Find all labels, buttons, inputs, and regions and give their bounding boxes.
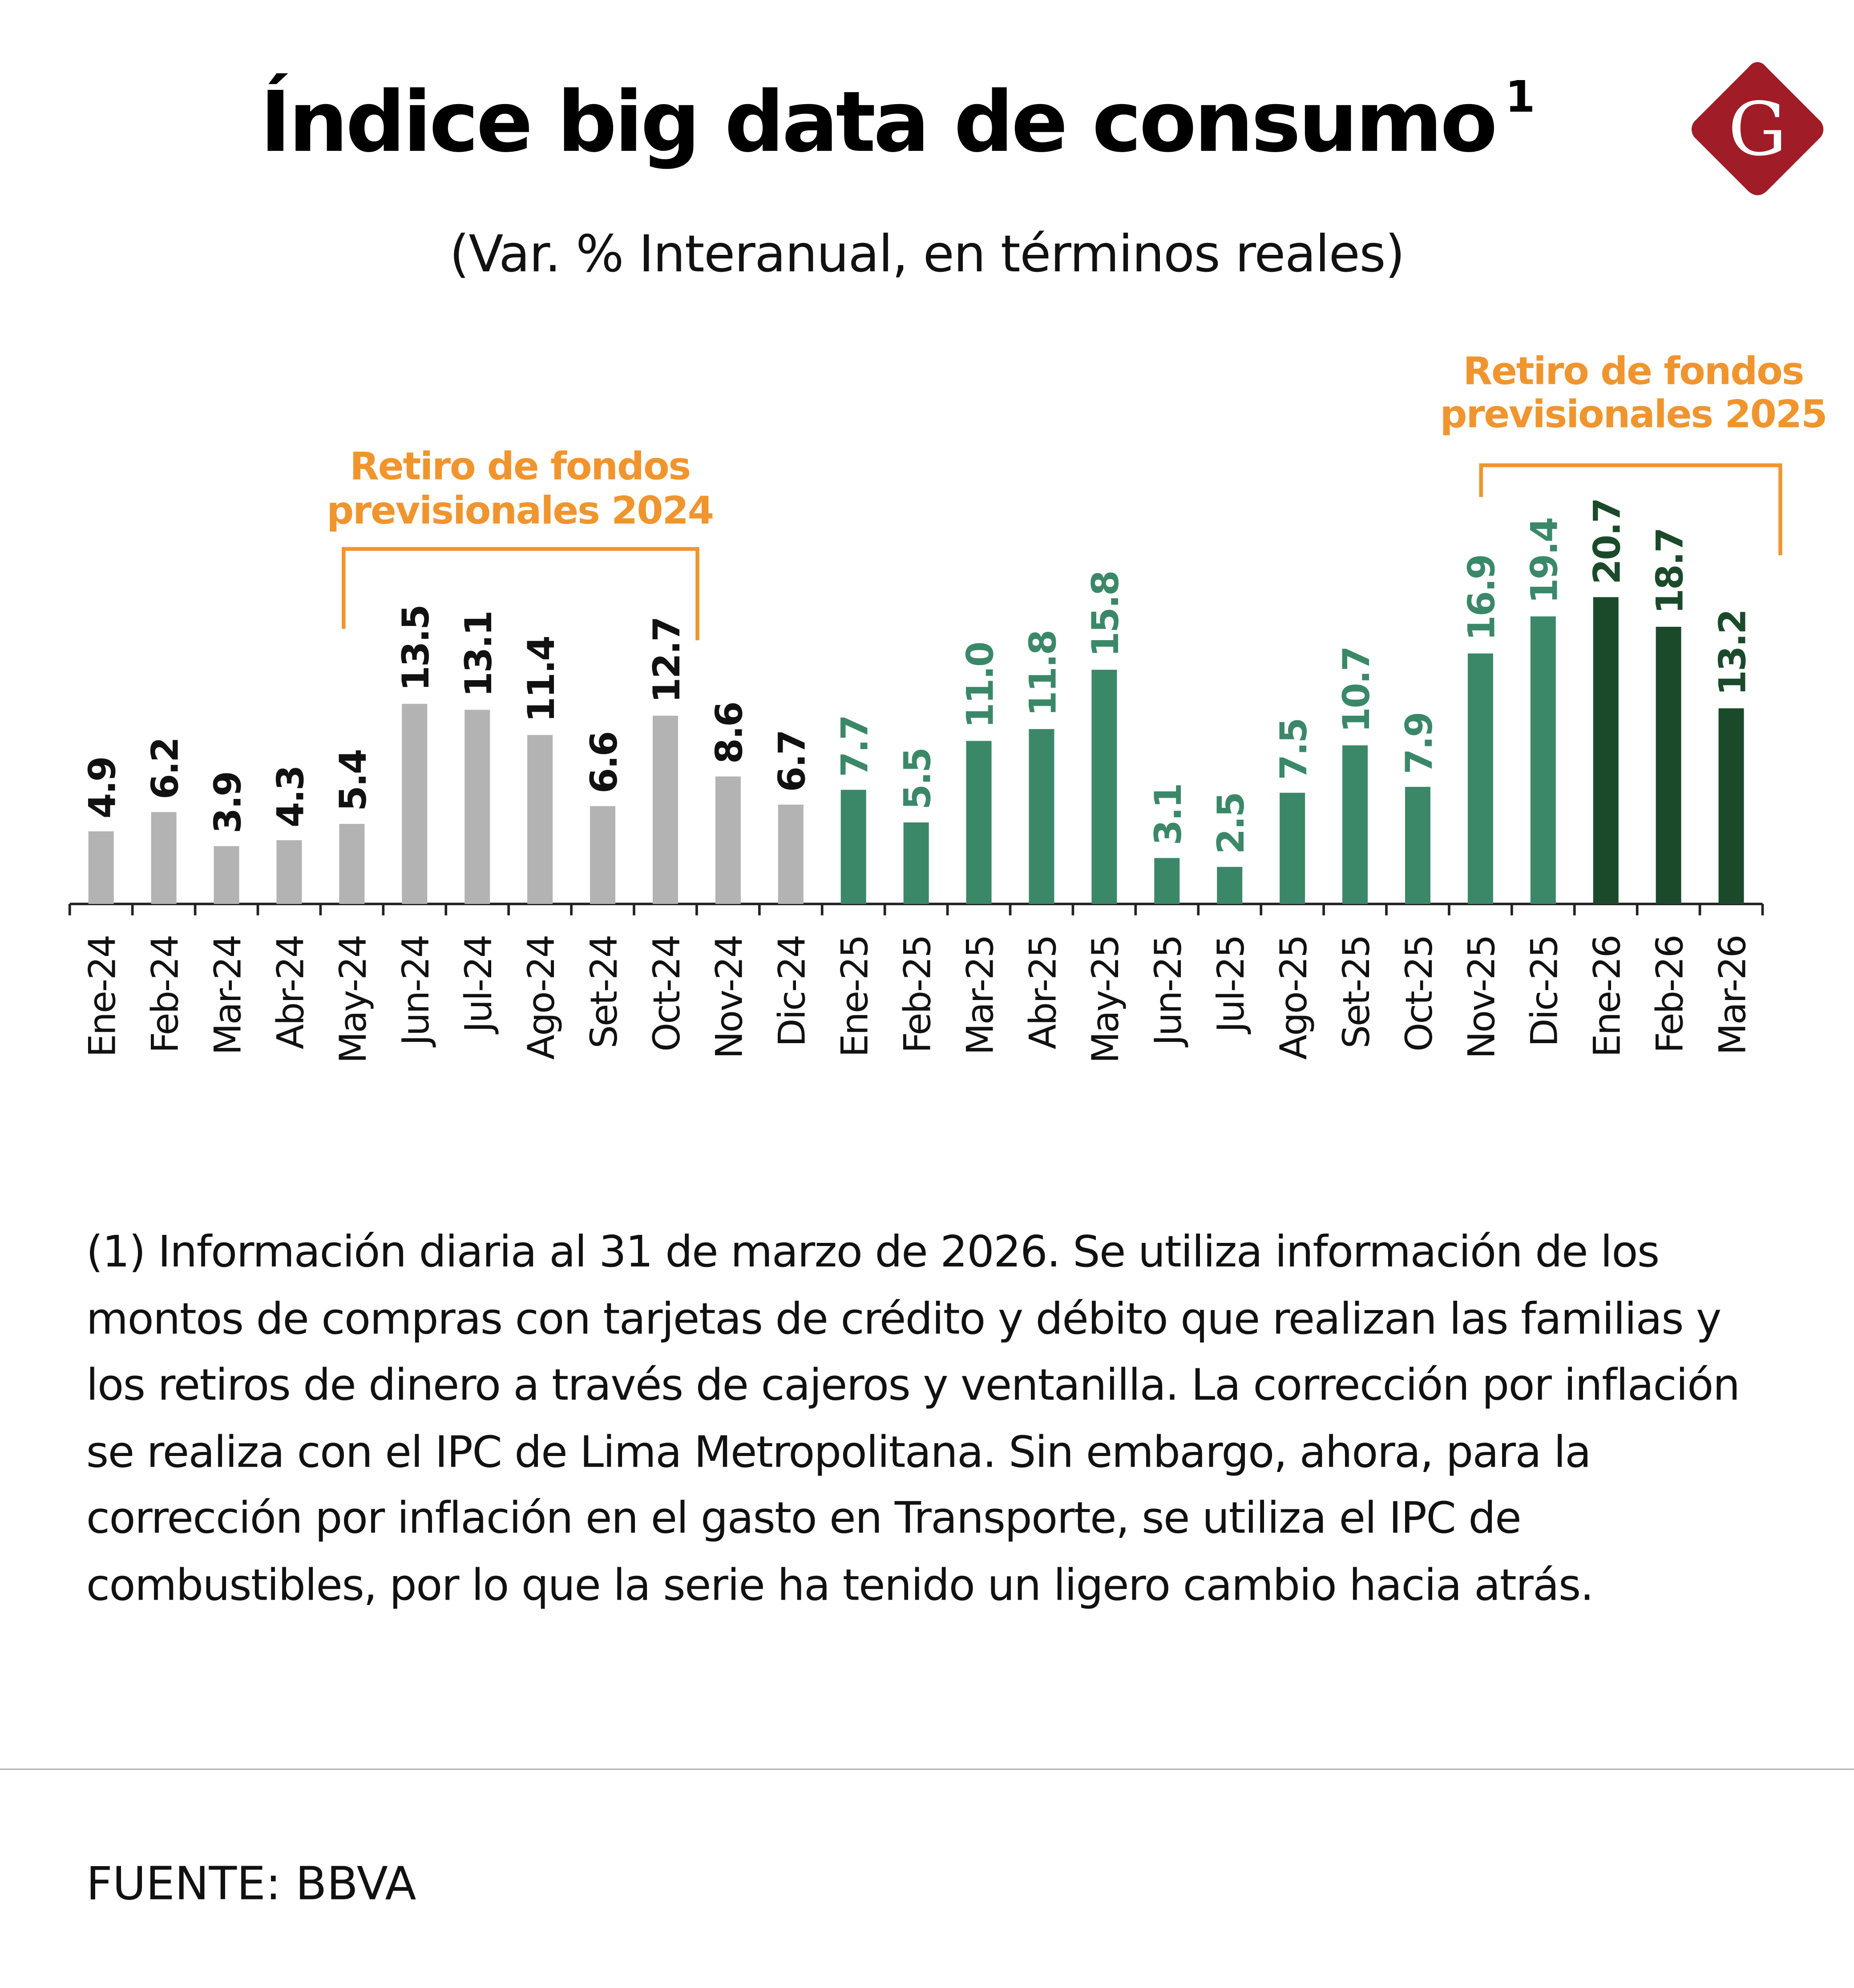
x-tick-label: May-25 (1084, 936, 1127, 1063)
bar-chart: 4.9 Ene-24 6.2 Feb-24 3.9 Mar-24 4.3 Abr-24 5.4 M… (68, 350, 1827, 1064)
data-label: 4.9 (81, 757, 124, 819)
data-label: 4.3 (269, 766, 312, 827)
bar-May-25 (1091, 669, 1117, 904)
bar-Nov-24 (715, 776, 741, 904)
bar-Oct-25 (1405, 786, 1430, 904)
bar-Ene-26 (1593, 597, 1619, 904)
x-tick-label: Set-25 (1335, 936, 1378, 1048)
bar-Mar-24 (214, 846, 239, 904)
data-label: 12.7 (646, 617, 688, 703)
data-label: 7.9 (1398, 713, 1441, 774)
bar-Abr-25 (1029, 729, 1054, 904)
bar-Dic-25 (1530, 616, 1556, 904)
title-footnote-marker: 1 (1505, 72, 1535, 123)
x-tick-label: Jun-24 (395, 936, 437, 1048)
x-tick-label: Ago-24 (520, 936, 563, 1060)
annotation-label: previsionales 2025 (1440, 392, 1826, 436)
data-label: 5.5 (896, 748, 939, 810)
data-label: 7.7 (834, 716, 877, 777)
annotation-label: Retiro de fondos (350, 444, 690, 488)
source: FUENTE: BBVA (86, 1859, 416, 1911)
data-label: 6.7 (771, 730, 814, 792)
annotation-label: previsionales 2024 (327, 489, 713, 533)
annotation-bracket (1479, 463, 1782, 556)
data-label: 16.9 (1461, 555, 1503, 641)
x-tick-label: Mar-24 (206, 936, 249, 1055)
x-tick-label: Ene-24 (81, 936, 124, 1057)
bar-Feb-24 (151, 812, 177, 904)
data-label: 6.6 (583, 732, 626, 794)
x-tick-label: Ene-26 (1586, 936, 1629, 1057)
x-tick-label: Jun-25 (1147, 936, 1190, 1048)
bar-Mar-25 (966, 741, 992, 904)
x-tick-label: Oct-25 (1398, 936, 1441, 1052)
data-label: 8.6 (708, 702, 751, 764)
x-tick-label: Dic-24 (771, 936, 814, 1047)
divider (0, 1768, 1854, 1770)
annotation-label: Retiro de fondos (1463, 350, 1803, 394)
chart-title: Índice big data de consumo 1 (260, 72, 1535, 171)
bar-Mar-26 (1718, 708, 1744, 904)
data-label: 3.1 (1147, 784, 1190, 845)
data-label: 2.5 (1210, 793, 1252, 854)
x-tick-label: Oct-24 (646, 936, 688, 1052)
x-tick-label: Jul-25 (1210, 936, 1252, 1035)
x-tick-label: May-24 (332, 936, 375, 1063)
bar-Set-25 (1342, 745, 1368, 904)
bar-Jul-24 (465, 710, 490, 904)
gestion-logo: G (1691, 62, 1824, 195)
svg-text:G: G (1728, 87, 1787, 172)
data-label: 13.2 (1711, 610, 1754, 695)
x-tick-label: Feb-25 (896, 936, 939, 1053)
bar-May-24 (339, 824, 365, 904)
data-label: 7.5 (1272, 719, 1315, 780)
x-tick-label: Feb-26 (1648, 936, 1691, 1053)
x-tick-label: Ago-25 (1272, 936, 1315, 1060)
bar-Feb-26 (1656, 626, 1681, 904)
bar-Abr-24 (276, 840, 302, 904)
x-tick-label: Mar-25 (959, 936, 1002, 1055)
bar-Nov-25 (1467, 653, 1493, 904)
x-tick-label: Mar-26 (1711, 936, 1754, 1055)
bar-Ene-25 (840, 790, 866, 904)
chart-subtitle: (Var. % Interanual, en términos reales) (449, 226, 1405, 284)
data-label: 19.4 (1523, 518, 1566, 604)
x-tick-label: Set-24 (583, 936, 626, 1048)
data-label: 15.8 (1084, 572, 1127, 657)
x-tick-label: Dic-25 (1523, 936, 1566, 1047)
bar-Ene-24 (88, 831, 114, 904)
data-label: 10.7 (1335, 647, 1378, 733)
x-tick-label: Abr-25 (1022, 936, 1064, 1049)
data-label: 13.1 (457, 612, 500, 697)
bar-Ago-25 (1280, 793, 1305, 904)
data-label: 11.8 (1022, 631, 1064, 716)
x-tick-label: Abr-24 (269, 936, 312, 1049)
x-tick-label: Nov-24 (708, 936, 751, 1059)
annotation-bracket (342, 547, 699, 641)
data-label: 5.4 (332, 750, 375, 811)
x-tick-label: Ene-25 (834, 936, 877, 1057)
data-label: 13.5 (395, 605, 437, 691)
data-label: 3.9 (206, 772, 249, 834)
bar-Jul-25 (1217, 867, 1243, 904)
bar-Dic-24 (778, 804, 804, 904)
bar-Jun-25 (1154, 858, 1180, 904)
data-label: 11.0 (959, 643, 1002, 728)
bar-Ago-24 (527, 735, 553, 904)
data-label: 18.7 (1648, 528, 1691, 614)
title-text: Índice big data de consumo (260, 73, 1498, 171)
bar-Set-24 (590, 806, 616, 904)
x-tick-label: Jul-24 (457, 936, 500, 1035)
data-label: 6.2 (144, 738, 186, 799)
data-label: 20.7 (1586, 499, 1629, 584)
data-label: 11.4 (520, 637, 563, 722)
bar-Jun-24 (402, 704, 428, 904)
footnote: (1) Información diaria al 31 de marzo de… (86, 1227, 1740, 1611)
x-tick-label: Feb-24 (144, 936, 186, 1053)
bar-Feb-25 (903, 822, 929, 904)
bar-Oct-24 (652, 715, 678, 904)
x-tick-label: Nov-25 (1461, 936, 1503, 1059)
